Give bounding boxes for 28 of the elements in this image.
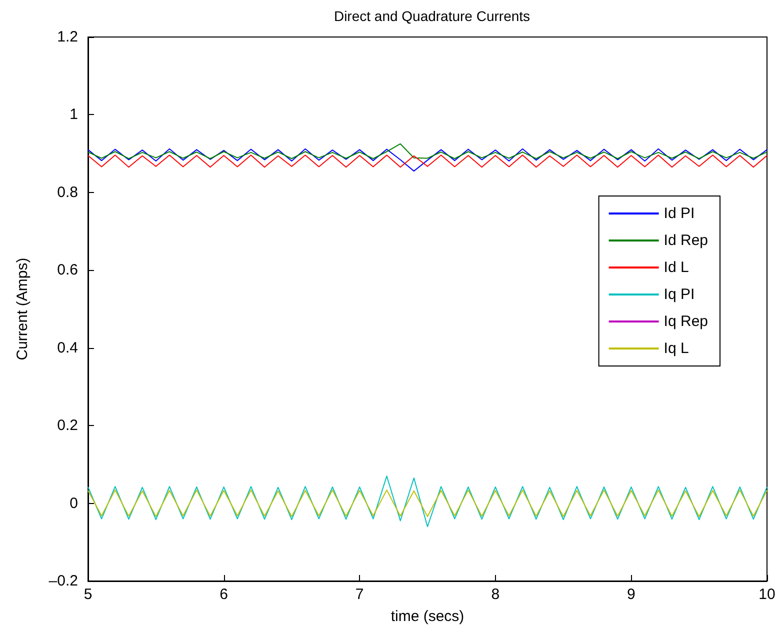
y-tick-label: 1 [70, 106, 78, 124]
y-tick-label: 0 [70, 494, 78, 512]
line-series [88, 476, 768, 528]
x-tick-label: 8 [491, 586, 500, 603]
x-tick-label: 10 [758, 586, 776, 603]
y-tick-label: 0.2 [57, 417, 78, 434]
legend-label: Iq PI [664, 286, 695, 303]
y-tick-label: 0.4 [57, 339, 78, 356]
x-tick-label: 5 [84, 586, 92, 603]
chart-title: Direct and Quadrature Currents [334, 8, 530, 24]
y-tick-label: 0.6 [57, 262, 78, 279]
legend-label: Id PI [664, 205, 695, 222]
x-axis-title: time (secs) [390, 608, 464, 625]
y-tick-label: 1.2 [57, 28, 78, 46]
line-series [88, 143, 768, 160]
y-axis-title: Current (Amps) [14, 258, 31, 360]
x-tick-label: 7 [355, 586, 364, 603]
legend-label: Id Rep [664, 232, 708, 249]
line-series [88, 154, 768, 168]
legend-label: Iq L [664, 340, 689, 357]
legend-label: Iq Rep [664, 313, 708, 330]
x-tick-label: 9 [627, 586, 636, 603]
line-series [88, 490, 768, 517]
y-tick-label: –0.2 [48, 572, 78, 590]
line-series [88, 148, 768, 172]
x-tick-label: 6 [220, 586, 228, 603]
y-tick-label: 0.8 [57, 184, 78, 201]
legend-label: Id L [664, 259, 689, 276]
